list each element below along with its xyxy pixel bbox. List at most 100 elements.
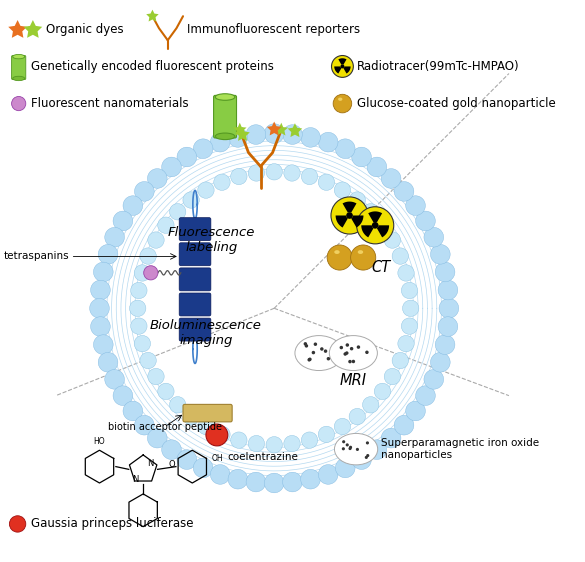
Circle shape [140, 352, 156, 369]
Circle shape [283, 125, 302, 144]
Text: Radiotracer(99mTc-HMPAO): Radiotracer(99mTc-HMPAO) [357, 60, 520, 73]
Circle shape [431, 244, 450, 264]
Circle shape [394, 182, 414, 201]
Circle shape [147, 169, 167, 188]
Circle shape [283, 472, 302, 492]
Circle shape [148, 368, 164, 385]
Polygon shape [343, 66, 350, 74]
Ellipse shape [334, 250, 340, 254]
Circle shape [140, 248, 156, 264]
Text: Superparamagnetic iron oxide
nanoparticles: Superparamagnetic iron oxide nanoparticl… [381, 438, 539, 460]
Circle shape [406, 401, 425, 421]
Circle shape [158, 383, 174, 400]
Polygon shape [351, 215, 363, 228]
Circle shape [134, 265, 150, 281]
Text: MRI: MRI [340, 373, 367, 388]
Circle shape [170, 397, 186, 413]
Circle shape [331, 197, 368, 234]
Circle shape [357, 345, 360, 349]
Circle shape [431, 352, 450, 372]
Circle shape [214, 174, 230, 191]
Circle shape [105, 370, 125, 389]
Circle shape [438, 317, 457, 337]
Circle shape [352, 360, 355, 363]
Text: Bioluminescence
imaging: Bioluminescence imaging [150, 319, 262, 347]
Ellipse shape [215, 94, 235, 100]
Circle shape [129, 300, 146, 316]
Circle shape [398, 336, 414, 352]
Ellipse shape [215, 133, 235, 139]
Circle shape [327, 245, 352, 270]
Circle shape [349, 192, 366, 208]
Circle shape [318, 174, 335, 191]
Circle shape [9, 516, 26, 532]
Circle shape [123, 196, 143, 215]
Circle shape [211, 465, 230, 484]
Circle shape [308, 357, 312, 361]
Circle shape [352, 147, 371, 167]
Circle shape [284, 436, 300, 452]
Circle shape [363, 397, 379, 413]
Circle shape [398, 265, 414, 281]
Circle shape [349, 446, 352, 449]
Polygon shape [362, 225, 373, 237]
Circle shape [435, 335, 455, 355]
Text: N: N [147, 459, 153, 468]
Circle shape [363, 203, 379, 220]
Polygon shape [288, 123, 302, 137]
Circle shape [98, 244, 118, 264]
Circle shape [320, 347, 324, 351]
Circle shape [130, 282, 147, 298]
Circle shape [161, 157, 181, 177]
Circle shape [183, 409, 199, 425]
Circle shape [248, 165, 264, 181]
Polygon shape [8, 20, 27, 38]
Circle shape [301, 469, 321, 489]
Polygon shape [338, 58, 346, 65]
Circle shape [134, 336, 150, 352]
Circle shape [193, 458, 213, 478]
Text: Organic dyes: Organic dyes [46, 24, 123, 37]
Polygon shape [343, 202, 356, 212]
Circle shape [301, 432, 318, 448]
Ellipse shape [357, 250, 363, 254]
Circle shape [416, 211, 435, 231]
Circle shape [264, 124, 284, 143]
Circle shape [334, 418, 350, 434]
Circle shape [177, 147, 197, 167]
Circle shape [374, 383, 391, 400]
Circle shape [346, 443, 349, 446]
Circle shape [158, 217, 174, 233]
Circle shape [94, 335, 113, 355]
Circle shape [439, 298, 459, 318]
Circle shape [392, 352, 408, 369]
Circle shape [98, 352, 118, 372]
Circle shape [346, 343, 349, 347]
Circle shape [170, 203, 186, 220]
Ellipse shape [335, 433, 378, 465]
Circle shape [211, 132, 230, 152]
Circle shape [348, 360, 352, 364]
Text: Fluorescence
labeling: Fluorescence labeling [168, 226, 255, 254]
Text: CT: CT [371, 260, 390, 275]
FancyBboxPatch shape [179, 217, 211, 241]
Text: HO: HO [94, 437, 105, 446]
Circle shape [246, 125, 266, 144]
Circle shape [308, 358, 311, 361]
Circle shape [301, 128, 321, 147]
Circle shape [91, 280, 110, 300]
Circle shape [130, 318, 147, 334]
Circle shape [384, 368, 401, 385]
Circle shape [318, 132, 338, 152]
Circle shape [384, 232, 401, 248]
FancyBboxPatch shape [183, 405, 232, 422]
Circle shape [357, 207, 394, 244]
Circle shape [206, 424, 228, 446]
Circle shape [438, 280, 457, 300]
Circle shape [228, 128, 247, 147]
Circle shape [381, 169, 401, 188]
FancyBboxPatch shape [179, 293, 211, 316]
Circle shape [266, 164, 283, 180]
Circle shape [372, 222, 378, 229]
Circle shape [333, 94, 352, 113]
